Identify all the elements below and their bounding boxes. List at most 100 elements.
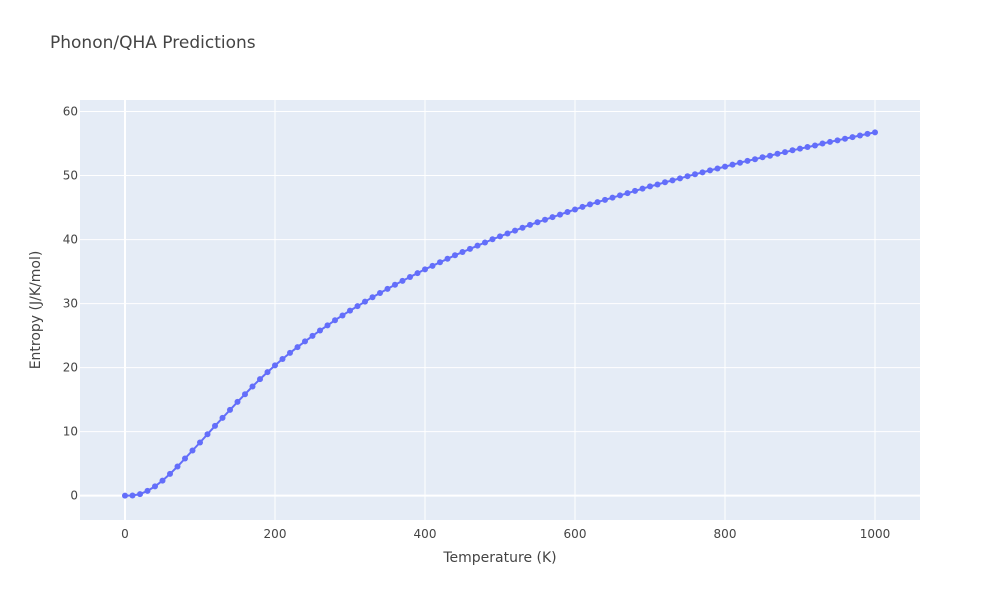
data-point xyxy=(602,196,608,203)
data-point xyxy=(662,179,668,186)
x-tick-label: 600 xyxy=(564,527,587,541)
data-point xyxy=(392,281,398,288)
gridlines xyxy=(80,100,920,520)
data-point xyxy=(692,171,698,178)
data-point xyxy=(189,447,196,454)
data-point xyxy=(407,274,413,281)
series-layer xyxy=(122,129,878,499)
y-tick-label: 30 xyxy=(63,297,78,311)
data-point xyxy=(332,317,338,324)
data-point xyxy=(512,227,518,234)
data-point xyxy=(294,344,301,351)
data-point xyxy=(467,245,473,252)
x-axis-title: Temperature (K) xyxy=(442,550,556,566)
data-point xyxy=(287,349,293,356)
data-point xyxy=(669,177,676,184)
data-point xyxy=(159,477,166,484)
data-point xyxy=(137,491,143,498)
x-tick-label: 200 xyxy=(264,527,287,541)
data-point xyxy=(587,201,593,208)
data-point xyxy=(744,157,751,164)
x-tick-label: 0 xyxy=(121,527,129,541)
data-point xyxy=(219,414,226,421)
data-point xyxy=(197,439,203,446)
y-tick-label: 20 xyxy=(63,361,78,375)
data-point xyxy=(684,173,691,180)
data-point xyxy=(759,154,766,161)
data-point xyxy=(144,487,151,494)
data-point xyxy=(339,312,346,319)
y-axis-title: Entropy (J/K/mol) xyxy=(28,251,44,370)
data-point xyxy=(272,362,278,369)
data-point xyxy=(782,149,788,156)
data-point xyxy=(204,431,211,438)
data-point xyxy=(722,163,728,170)
x-tick-label: 400 xyxy=(414,527,437,541)
data-point xyxy=(482,239,488,246)
plot-area xyxy=(80,100,920,520)
y-tick-label: 0 xyxy=(70,489,78,503)
data-point xyxy=(572,206,578,213)
data-point xyxy=(264,369,271,376)
data-point xyxy=(212,422,218,429)
data-point xyxy=(422,266,428,273)
data-point xyxy=(257,376,263,383)
data-point xyxy=(639,185,646,192)
data-point xyxy=(242,391,248,398)
data-point xyxy=(474,242,481,249)
data-point xyxy=(414,270,421,277)
data-point xyxy=(789,147,796,154)
data-point xyxy=(804,144,811,151)
data-point xyxy=(812,142,818,149)
data-point xyxy=(579,203,586,210)
data-point xyxy=(797,145,803,152)
data-point xyxy=(714,165,721,172)
data-point xyxy=(234,398,241,405)
data-point xyxy=(369,294,376,301)
data-point xyxy=(519,224,526,231)
data-point xyxy=(849,134,856,141)
data-point xyxy=(182,455,188,462)
data-point xyxy=(872,129,878,136)
data-point xyxy=(174,463,181,470)
tick-labels: 0 200 400 600 800 1000 0 10 20 30 40 50 60 xyxy=(63,105,891,541)
data-point xyxy=(737,159,743,166)
data-point xyxy=(842,135,848,142)
data-point xyxy=(632,187,638,194)
y-tick-label: 60 xyxy=(63,105,78,119)
data-point xyxy=(444,255,451,262)
data-point xyxy=(309,332,316,339)
data-point xyxy=(617,192,623,199)
data-point xyxy=(429,262,436,269)
data-point xyxy=(542,216,548,223)
chart-title: Phonon/QHA Predictions xyxy=(50,33,256,53)
data-point xyxy=(249,383,256,390)
data-point xyxy=(564,209,571,216)
data-point xyxy=(377,290,383,297)
data-point xyxy=(152,483,158,490)
data-point xyxy=(767,152,773,159)
data-point xyxy=(384,285,391,292)
data-point xyxy=(654,181,661,188)
data-point xyxy=(857,132,863,139)
data-point xyxy=(324,322,331,329)
data-point xyxy=(527,221,533,228)
data-point xyxy=(399,277,406,284)
data-point xyxy=(729,161,736,168)
data-point xyxy=(707,167,713,174)
data-point xyxy=(302,338,308,345)
data-point xyxy=(279,355,286,362)
data-point xyxy=(609,194,616,201)
data-point xyxy=(557,211,563,218)
data-point xyxy=(504,230,511,237)
data-point xyxy=(834,137,841,144)
data-point xyxy=(827,138,833,145)
data-point xyxy=(167,470,173,477)
data-point xyxy=(347,307,353,314)
data-point xyxy=(752,156,758,163)
data-point xyxy=(227,406,233,413)
data-point xyxy=(534,219,541,226)
x-tick-label: 800 xyxy=(714,527,737,541)
data-point xyxy=(354,303,361,310)
